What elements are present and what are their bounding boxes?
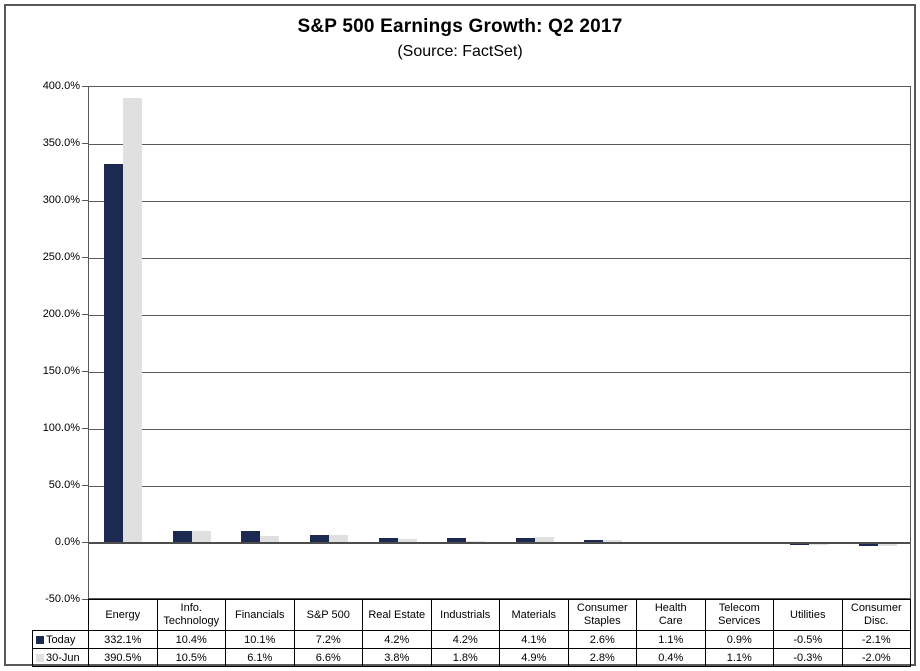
gridline <box>89 201 910 202</box>
table-corner-blank <box>33 600 89 631</box>
y-axis-tick-mark <box>82 200 88 201</box>
value-today-health-care: 1.1% <box>636 630 706 649</box>
y-axis-tick-label: 150.0% <box>42 365 80 377</box>
bar-30-jun-s-p-500 <box>329 535 348 543</box>
table-header-consumer-disc: Consumer Disc. <box>841 599 911 631</box>
bar-30-jun-utilities <box>809 544 828 545</box>
bar-30-jun-info-technology <box>192 531 211 543</box>
bar-30-jun-consumer-staples <box>603 540 622 543</box>
y-axis-tick-mark <box>82 428 88 429</box>
bar-today-energy <box>104 164 123 543</box>
y-axis-tick-label: 200.0% <box>42 308 80 320</box>
data-table: Energy Info. Technology Financials S&P 500 R… <box>32 599 911 667</box>
gridline <box>89 144 910 145</box>
value-30-jun-info-technology: 10.5% <box>156 648 226 667</box>
value-today-real-estate: 4.2% <box>362 630 432 649</box>
plot-area <box>88 86 911 599</box>
y-axis-tick-mark <box>82 314 88 315</box>
value-30-jun-financials: 6.1% <box>225 648 295 667</box>
chart-title: S&P 500 Earnings Growth: Q2 2017 <box>297 16 623 37</box>
bar-today-utilities <box>790 544 809 545</box>
value-today-utilities: -0.5% <box>773 630 843 649</box>
value-30-jun-industrials: 1.8% <box>430 648 500 667</box>
legend-key-today <box>36 635 44 644</box>
bar-30-jun-materials <box>535 537 554 543</box>
y-axis-tick-mark <box>82 86 88 87</box>
y-axis-tick-label: 350.0% <box>42 137 80 149</box>
chart-frame: S&P 500 Earnings Growth: Q2 2017 (Source… <box>4 4 916 667</box>
bar-today-s-p-500 <box>310 535 329 543</box>
legend-key-30-jun <box>36 653 44 662</box>
bar-today-consumer-disc <box>859 544 878 546</box>
y-axis-tick-mark <box>82 485 88 486</box>
table-header-health-care: Health Care <box>636 599 706 631</box>
gridline <box>89 486 910 487</box>
value-today-financials: 10.1% <box>225 630 295 649</box>
gridline <box>89 429 910 430</box>
zero-axis-line <box>89 542 910 544</box>
value-30-jun-real-estate: 3.8% <box>362 648 432 667</box>
bar-today-info-technology <box>173 531 192 543</box>
chart-subtitle: (Source: FactSet) <box>397 43 523 60</box>
legend-cell-30-jun: 30-Jun <box>32 648 89 667</box>
value-30-jun-consumer-disc: -2.0% <box>841 648 911 667</box>
bar-30-jun-real-estate <box>398 539 417 543</box>
table-header-energy: Energy <box>88 599 158 631</box>
gridline <box>89 315 910 316</box>
gridline <box>89 372 910 373</box>
y-axis-tick-label: 400.0% <box>42 80 80 92</box>
value-30-jun-utilities: -0.3% <box>773 648 843 667</box>
y-axis-tick-mark <box>82 371 88 372</box>
table-header-info-technology: Info. Technology <box>156 599 226 631</box>
y-axis-tick-label: -50.0% <box>45 593 80 605</box>
y-axis-tick-label: 250.0% <box>42 251 80 263</box>
table-header-row: Energy Info. Technology Financials S&P 500 R… <box>33 599 911 631</box>
value-today-industrials: 4.2% <box>430 630 500 649</box>
gridline <box>89 258 910 259</box>
value-30-jun-consumer-staples: 2.8% <box>567 648 637 667</box>
table-header-financials: Financials <box>225 599 295 631</box>
bar-today-financials <box>241 531 260 543</box>
y-axis-tick-mark <box>82 143 88 144</box>
value-today-info-technology: 10.4% <box>156 630 226 649</box>
legend-label-30-jun: 30-Jun <box>46 651 80 664</box>
bar-30-jun-financials <box>260 536 279 543</box>
y-axis-tick-label: 50.0% <box>48 479 80 491</box>
value-today-materials: 4.1% <box>499 630 569 649</box>
value-today-energy: 332.1% <box>88 630 158 649</box>
value-30-jun-health-care: 0.4% <box>636 648 706 667</box>
bar-today-materials <box>516 538 535 543</box>
table-header-materials: Materials <box>499 599 569 631</box>
value-today-s-p-500: 7.2% <box>293 630 363 649</box>
value-30-jun-s-p-500: 6.6% <box>293 648 363 667</box>
value-30-jun-materials: 4.9% <box>499 648 569 667</box>
y-axis-tick-label: 0.0% <box>54 536 80 548</box>
legend-label-today: Today <box>46 633 76 646</box>
table-row-30-jun: 30-Jun 390.5% 10.5% 6.1% 6.6% 3.8% 1.8% 4.9% 2.8… <box>32 648 911 667</box>
y-axis-tick-mark <box>82 542 88 543</box>
table-header-utilities: Utilities <box>773 599 843 631</box>
table-header-real-estate: Real Estate <box>362 599 432 631</box>
table-row-today: Today 332.1% 10.4% 10.1% 7.2% 4.2% 4.2% 4.1% 2.6… <box>32 630 911 649</box>
y-axis-tick-label: 100.0% <box>42 422 80 434</box>
bar-today-industrials <box>447 538 466 543</box>
value-30-jun-energy: 390.5% <box>88 648 158 667</box>
bar-30-jun-energy <box>123 98 142 543</box>
table-header-telecom-services: Telecom Services <box>704 599 774 631</box>
bar-today-consumer-staples <box>584 540 603 543</box>
table-header-consumer-staples: Consumer Staples <box>567 599 637 631</box>
y-axis-tick-label: 300.0% <box>42 194 80 206</box>
value-30-jun-telecom-services: 1.1% <box>704 648 774 667</box>
bar-today-real-estate <box>379 538 398 543</box>
table-header-s-p-500: S&P 500 <box>293 599 363 631</box>
bar-30-jun-consumer-disc <box>878 544 897 546</box>
table-header-industrials: Industrials <box>430 599 500 631</box>
y-axis-tick-mark <box>82 257 88 258</box>
legend-cell-today: Today <box>32 630 89 649</box>
value-today-consumer-disc: -2.1% <box>841 630 911 649</box>
value-today-consumer-staples: 2.6% <box>567 630 637 649</box>
value-today-telecom-services: 0.9% <box>704 630 774 649</box>
y-axis-tick-mark <box>82 599 88 600</box>
